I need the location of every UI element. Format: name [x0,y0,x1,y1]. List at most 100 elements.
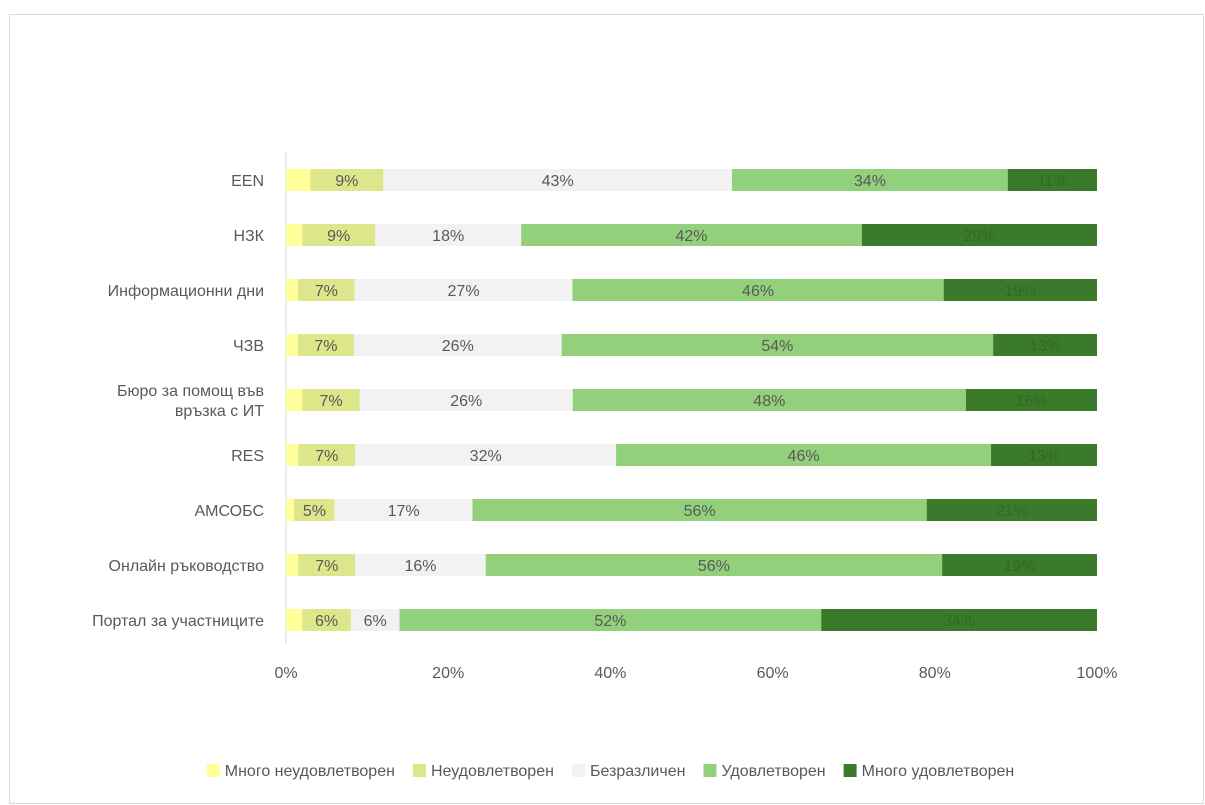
bar-segment [302,609,351,631]
data-label: 13% [1029,338,1061,355]
bar-segment [286,279,299,301]
bar-segment [821,609,1097,631]
data-label: 26% [450,393,482,410]
bar-segment [485,554,943,576]
bar-segment [310,169,384,191]
x-tick-label: 100% [1077,665,1118,682]
bar-segment [942,554,1097,576]
bar-segment [993,334,1097,356]
category-label: връзка с ИТ [175,403,264,420]
bar-segment [298,554,356,576]
data-label: 18% [432,228,464,245]
bar-segment [383,169,733,191]
bar-segment [286,499,295,521]
category-label: Онлайн ръководство [109,558,265,575]
x-tick-label: 80% [919,665,951,682]
bar-segment [302,224,376,246]
bar-segment [334,499,473,521]
data-label: 5% [303,503,326,520]
bar-segment [286,444,299,466]
data-label: 7% [314,338,337,355]
bar-segment [472,499,927,521]
bar-segment [353,334,562,356]
bar-segment [355,554,486,576]
data-label: 52% [594,613,626,630]
data-label: 19% [1004,283,1036,300]
data-label: 7% [315,283,338,300]
bar-segment [297,334,354,356]
bar-segment [521,224,862,246]
data-label: 16% [404,558,436,575]
legend-swatch [843,764,857,777]
bar-segment [354,279,573,301]
bar-segment [286,389,303,411]
data-label: 54% [761,338,793,355]
bar-segment [298,279,355,301]
bar-segment [286,169,311,191]
data-label: 26% [442,338,474,355]
x-tick-label: 20% [432,665,464,682]
data-label: 43% [542,173,574,190]
data-label: 42% [675,228,707,245]
legend-swatch [206,764,220,777]
data-label: 27% [448,283,480,300]
data-label: 6% [364,613,387,630]
legend-label: Удовлетворен [721,763,825,780]
category-label: RES [231,448,264,465]
bar-segment [286,224,303,246]
x-tick-label: 60% [757,665,789,682]
data-label: 19% [1004,558,1036,575]
category-label: ЧЗВ [233,338,264,355]
data-label: 21% [996,503,1028,520]
data-label: 11% [1037,173,1068,190]
bar-segment [943,279,1097,301]
bar-segment [399,609,822,631]
data-label: 29% [963,228,995,245]
data-label: 13% [1028,448,1060,465]
legend-label: Много удовлетворен [862,763,1015,780]
legend-label: Безразличен [590,763,686,780]
data-label: 56% [684,503,716,520]
bar-segment [286,554,299,576]
bar-segment [286,609,303,631]
data-label: 6% [315,613,338,630]
data-label: 46% [742,283,774,300]
bar-segment [991,444,1097,466]
data-label: 7% [315,448,338,465]
data-label: 32% [470,448,502,465]
data-label: 7% [319,393,342,410]
legend-swatch [412,764,426,777]
bar-segment [294,499,335,521]
category-label: АМСОБС [194,503,264,520]
category-label: EEN [231,173,264,190]
bar-segment [616,444,992,466]
legend-swatch [703,764,717,777]
bar-segment [561,334,994,356]
bar-segment [355,444,617,466]
bar-segment [732,169,1008,191]
data-label: 17% [388,503,420,520]
data-label: 48% [753,393,785,410]
category-label: Информационни дни [108,283,264,300]
bar-segment [359,389,573,411]
legend-label: Много неудовлетворен [225,763,395,780]
bar-segment [965,389,1097,411]
bar-segment [286,334,298,356]
bar-segment [1007,169,1097,191]
data-label: 9% [327,228,350,245]
data-label: 46% [788,448,820,465]
legend-swatch [571,764,585,777]
data-label: 7% [315,558,338,575]
legend-label: Неудовлетворен [431,763,554,780]
data-label: 34% [943,613,975,630]
bar-segment [572,389,966,411]
data-label: 34% [854,173,886,190]
bar-segment [302,389,360,411]
bar-segment [350,609,400,631]
bar-segment [298,444,356,466]
category-label: Портал за участниците [92,613,264,630]
data-label: 56% [698,558,730,575]
category-label: Бюро за помощ във [117,383,264,400]
x-tick-label: 40% [594,665,626,682]
